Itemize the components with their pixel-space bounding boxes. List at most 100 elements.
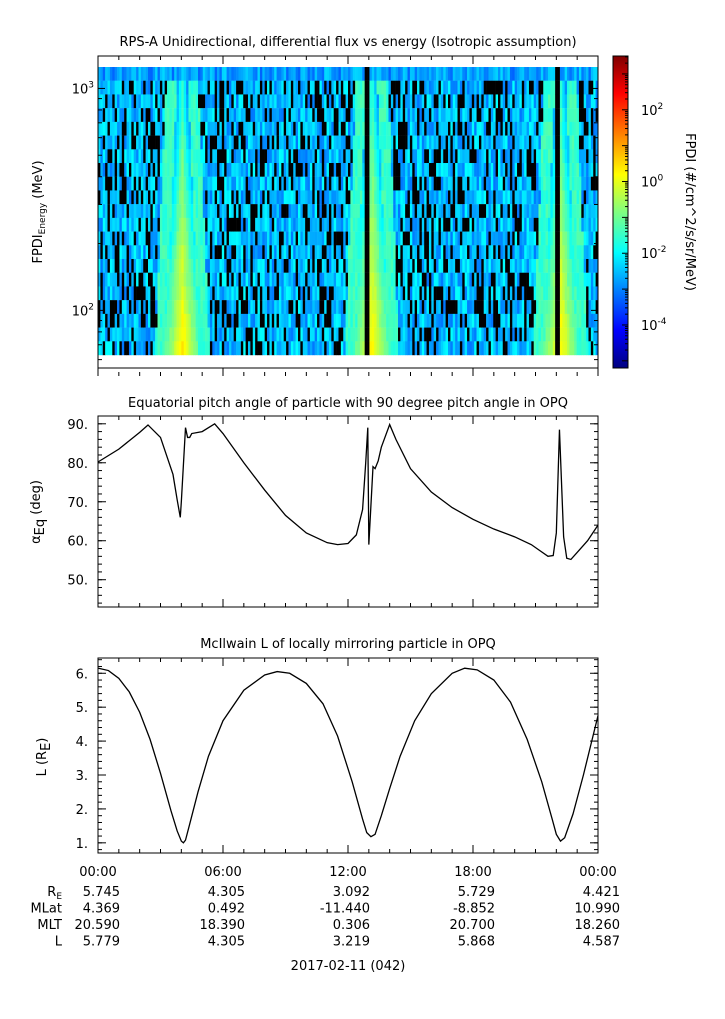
heatmap-cell xyxy=(588,163,592,177)
heatmap-cell xyxy=(362,327,365,342)
heatmap-cell xyxy=(528,313,532,328)
heatmap-cell xyxy=(340,231,344,246)
heatmap-cell xyxy=(117,327,120,342)
heatmap-cell xyxy=(567,80,570,95)
heatmap-cell xyxy=(559,300,563,315)
heatmap-cell xyxy=(159,190,163,205)
heatmap-cell xyxy=(278,67,282,81)
heatmap-cell xyxy=(290,217,294,232)
heatmap-cell xyxy=(131,121,135,136)
heatmap-cell xyxy=(183,259,187,273)
heatmap-cell xyxy=(112,67,115,81)
heatmap-cell xyxy=(226,190,230,205)
heatmap-cell xyxy=(226,217,230,232)
heatmap-cell xyxy=(395,272,399,287)
heatmap-cell xyxy=(490,149,494,164)
heatmap-cell xyxy=(448,327,451,342)
spectrogram-y-label-sub: Energy xyxy=(38,202,48,234)
heatmap-cell xyxy=(124,300,127,315)
ephemeris-value: 5.729 xyxy=(458,885,495,900)
heatmap-cell xyxy=(476,313,480,328)
heatmap-cell xyxy=(512,176,515,191)
heatmap-cell xyxy=(195,327,199,342)
heatmap-cell xyxy=(217,327,220,342)
heatmap-cell xyxy=(138,190,142,205)
heatmap-cell xyxy=(586,286,589,301)
heatmap-cell xyxy=(524,163,527,177)
heatmap-cell xyxy=(305,300,308,315)
heatmap-cell xyxy=(345,286,349,301)
heatmap-cell xyxy=(355,94,358,109)
heatmap-cell xyxy=(314,286,318,301)
heatmap-cell xyxy=(474,245,477,260)
heatmap-cell xyxy=(500,190,504,205)
heatmap-cell xyxy=(190,67,194,81)
heatmap-cell xyxy=(543,67,546,81)
heatmap-cell xyxy=(545,190,549,205)
heatmap-cell xyxy=(157,286,161,301)
heatmap-cell xyxy=(195,245,199,260)
heatmap-cell xyxy=(593,217,596,232)
heatmap-cell xyxy=(595,80,599,95)
heatmap-cell xyxy=(412,80,415,95)
heatmap-cell xyxy=(302,121,306,136)
heatmap-cell xyxy=(209,286,213,301)
heatmap-cell xyxy=(495,231,499,246)
heatmap-cell xyxy=(386,341,389,356)
heatmap-cell xyxy=(493,176,496,191)
heatmap-cell xyxy=(388,94,392,109)
heatmap-cell xyxy=(293,94,296,109)
heatmap-cell xyxy=(155,341,158,356)
heatmap-cell xyxy=(486,190,489,205)
heatmap-cell xyxy=(288,231,292,246)
heatmap-cell xyxy=(288,108,292,123)
heatmap-cell xyxy=(164,286,168,301)
heatmap-cell xyxy=(114,176,118,191)
heatmap-cell xyxy=(390,121,394,136)
heatmap-cell xyxy=(352,245,356,260)
heatmap-cell xyxy=(433,176,437,191)
heatmap-cell xyxy=(378,121,382,136)
heatmap-cell xyxy=(107,286,111,301)
heatmap-cell xyxy=(509,67,513,81)
heatmap-cell xyxy=(412,231,415,246)
heatmap-cell xyxy=(205,245,208,260)
heatmap-cell xyxy=(421,217,425,232)
heatmap-cell xyxy=(462,67,465,81)
heatmap-cell xyxy=(155,286,158,301)
heatmap-cell xyxy=(238,135,242,150)
heatmap-cell xyxy=(536,135,539,150)
heatmap-cell xyxy=(283,272,287,287)
heatmap-cell xyxy=(288,259,292,273)
heatmap-cell xyxy=(233,121,237,136)
heatmap-cell xyxy=(395,313,399,328)
heatmap-cell xyxy=(583,245,587,260)
heatmap-cell xyxy=(378,245,382,260)
heatmap-cell xyxy=(590,231,594,246)
heatmap-cell xyxy=(490,94,494,109)
heatmap-cell xyxy=(269,272,273,287)
heatmap-cell xyxy=(236,108,239,123)
heatmap-cell xyxy=(550,300,554,315)
heatmap-cell xyxy=(274,286,277,301)
heatmap-cell xyxy=(557,327,561,342)
heatmap-cell xyxy=(231,94,235,109)
heatmap-cell xyxy=(502,286,506,301)
heatmap-cell xyxy=(409,80,413,95)
heatmap-cell xyxy=(364,149,368,164)
heatmap-cell xyxy=(490,121,494,136)
heatmap-cell xyxy=(150,204,154,219)
heatmap-cell xyxy=(386,286,389,301)
heatmap-cell xyxy=(464,108,468,123)
heatmap-cell xyxy=(343,108,346,123)
heatmap-cell xyxy=(393,245,396,260)
heatmap-cell xyxy=(545,80,549,95)
heatmap-cell xyxy=(550,341,554,356)
heatmap-cell xyxy=(264,176,268,191)
heatmap-cell xyxy=(559,231,563,246)
heatmap-cell xyxy=(388,121,392,136)
heatmap-cell xyxy=(283,135,287,150)
heatmap-cell xyxy=(148,245,151,260)
heatmap-cell xyxy=(483,204,487,219)
heatmap-cell xyxy=(398,313,401,328)
